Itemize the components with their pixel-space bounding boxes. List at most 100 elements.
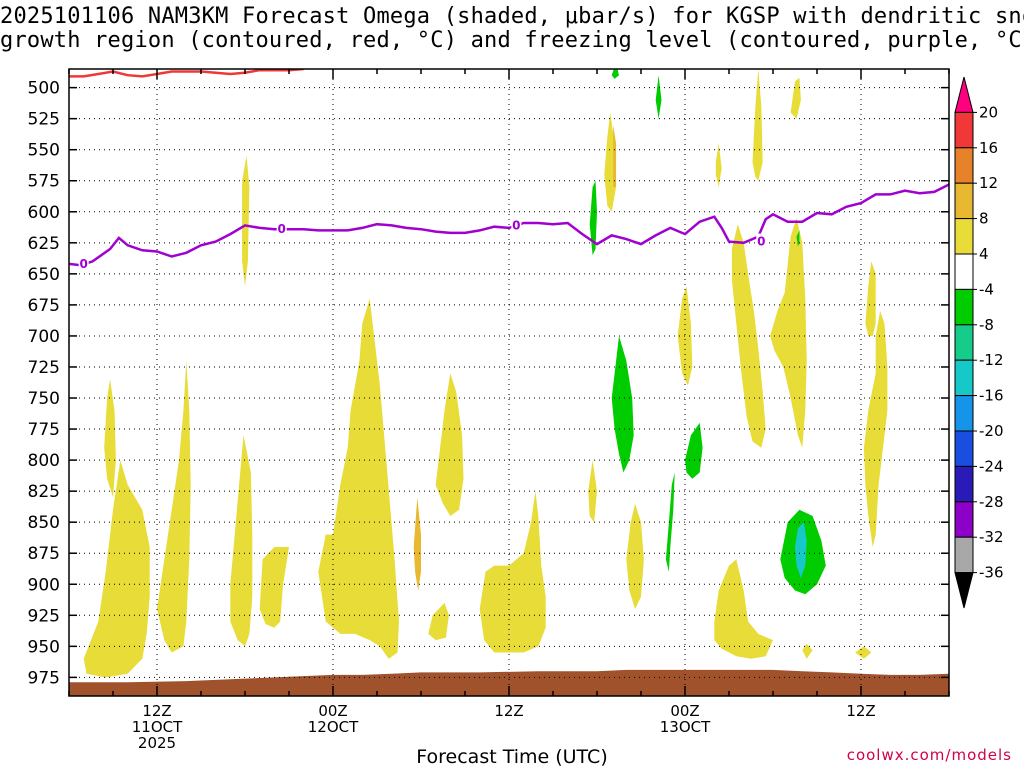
chart-title-line1: 2025101106 NAM3KM Forecast Omega (shaded… bbox=[0, 4, 1024, 29]
colorbar-segment bbox=[954, 288, 974, 326]
omega-region bbox=[770, 218, 807, 448]
x-axis-label: Forecast Time (UTC) bbox=[416, 746, 608, 768]
omega-region bbox=[865, 261, 876, 336]
omega-region bbox=[611, 335, 634, 473]
colorbar-tick-label: -36 bbox=[979, 564, 1004, 582]
colorbar-segment bbox=[954, 465, 974, 503]
contour-label-bg bbox=[276, 221, 287, 236]
omega-region bbox=[479, 491, 546, 653]
colorbar-tick-label: 20 bbox=[979, 103, 998, 121]
colorbar-segment bbox=[954, 182, 974, 220]
y-tick-label: 675 bbox=[28, 296, 60, 316]
y-tick-label: 600 bbox=[28, 203, 60, 223]
y-tick-label: 750 bbox=[28, 389, 60, 409]
colorbar: 20 16 12 8 4 -4 -8 -12 -16 -20 -24 -28 -32 -36 bbox=[954, 76, 1004, 609]
omega-region bbox=[428, 602, 449, 641]
omega-region bbox=[715, 143, 722, 187]
y-tick-label: 775 bbox=[28, 420, 60, 440]
y-tick-label: 825 bbox=[28, 482, 60, 502]
grid-lines bbox=[69, 69, 949, 696]
colorbar-tick-label: -20 bbox=[979, 422, 1004, 440]
colorbar-segment bbox=[954, 536, 974, 574]
omega-region bbox=[613, 124, 617, 187]
omega-region bbox=[790, 77, 801, 119]
y-tick-label: 550 bbox=[28, 141, 60, 161]
omega-region bbox=[259, 547, 289, 628]
colorbar-top-arrow bbox=[954, 76, 974, 113]
omega-region bbox=[230, 435, 253, 647]
y-tick-label: 850 bbox=[28, 513, 60, 533]
colorbar-tick-label: 4 bbox=[979, 245, 989, 263]
ground-surface bbox=[69, 669, 949, 696]
omega-region bbox=[655, 75, 662, 119]
omega-region bbox=[242, 155, 250, 287]
y-tick-label: 800 bbox=[28, 451, 60, 471]
colorbar-segment bbox=[954, 430, 974, 467]
y-tick-label: 500 bbox=[28, 79, 60, 99]
freezing-level-label: 0 bbox=[757, 235, 765, 249]
y-tick-label: 900 bbox=[28, 575, 60, 595]
colorbar-segment bbox=[954, 218, 974, 255]
omega-region bbox=[626, 503, 644, 610]
colorbar-segment bbox=[954, 359, 974, 397]
x-tick-label: 00Z bbox=[670, 702, 699, 720]
ground-surface-fill bbox=[69, 669, 949, 696]
omega-region bbox=[318, 298, 399, 659]
colorbar-tick-label: -28 bbox=[979, 493, 1004, 511]
x-tick-label: 11OCT bbox=[132, 718, 183, 736]
chart-title: 2025101106 NAM3KM Forecast Omega (shaded… bbox=[0, 5, 1024, 53]
colorbar-tick-label: -24 bbox=[979, 457, 1004, 475]
y-tick-label: 725 bbox=[28, 358, 60, 378]
freezing-level-label: 0 bbox=[79, 257, 87, 271]
dgz-contour bbox=[69, 69, 304, 78]
omega-region bbox=[611, 69, 619, 79]
omega-region bbox=[588, 460, 597, 523]
y-tick-label: 975 bbox=[28, 668, 60, 688]
colorbar-tick-label: 8 bbox=[979, 210, 989, 228]
y-tick-label: 650 bbox=[28, 265, 60, 285]
colorbar-tick-label: -8 bbox=[979, 316, 994, 334]
omega-region bbox=[752, 69, 763, 181]
y-tick-label: 875 bbox=[28, 544, 60, 564]
y-tick-label: 625 bbox=[28, 234, 60, 254]
x-tick-label: 2025 bbox=[138, 734, 176, 752]
omega-region bbox=[863, 311, 888, 547]
y-tick-label: 700 bbox=[28, 327, 60, 347]
y-tick-label: 575 bbox=[28, 172, 60, 192]
colorbar-segment bbox=[954, 501, 974, 538]
x-tick-label: 12Z bbox=[142, 702, 171, 720]
omega-region bbox=[796, 230, 800, 247]
x-tick-label: 12OCT bbox=[308, 718, 359, 736]
credit-text: coolwx.com/models bbox=[846, 746, 1012, 764]
x-tick-label: 12Z bbox=[846, 702, 875, 720]
colorbar-segment bbox=[954, 324, 974, 361]
omega-region bbox=[677, 286, 693, 386]
x-tick-label: 12Z bbox=[494, 702, 523, 720]
omega-region bbox=[665, 472, 675, 572]
freezing-level-label: 0 bbox=[512, 218, 520, 232]
omega-region bbox=[731, 224, 766, 448]
colorbar-tick-label: -32 bbox=[979, 528, 1004, 546]
chart-title-line2: growth region (contoured, red, °C) and f… bbox=[0, 28, 1024, 53]
omega-region bbox=[802, 643, 813, 659]
omega-region bbox=[104, 379, 116, 498]
omega-shading bbox=[83, 69, 888, 678]
omega-region bbox=[855, 646, 872, 659]
colorbar-tick-label: 12 bbox=[979, 174, 998, 192]
omega-region bbox=[685, 422, 703, 479]
y-tick-label: 525 bbox=[28, 110, 60, 130]
y-tick-label: 950 bbox=[28, 637, 60, 657]
colorbar-bottom-arrow bbox=[954, 572, 974, 609]
colorbar-tick-label: -4 bbox=[979, 280, 994, 298]
contour-label-bg bbox=[511, 217, 522, 232]
x-tick-label: 13OCT bbox=[660, 718, 711, 736]
y-tick-label: 925 bbox=[28, 606, 60, 626]
colorbar-tick-label: -16 bbox=[979, 387, 1004, 405]
contour-label-bg bbox=[78, 255, 89, 270]
omega-region bbox=[795, 522, 807, 578]
colorbar-tick-label: -12 bbox=[979, 351, 1004, 369]
omega-region bbox=[435, 373, 464, 516]
y-axis: 500 525 550 575 600 625 650 675 700 725 750 775 800 8… bbox=[28, 79, 949, 688]
colorbar-segment bbox=[954, 395, 974, 432]
